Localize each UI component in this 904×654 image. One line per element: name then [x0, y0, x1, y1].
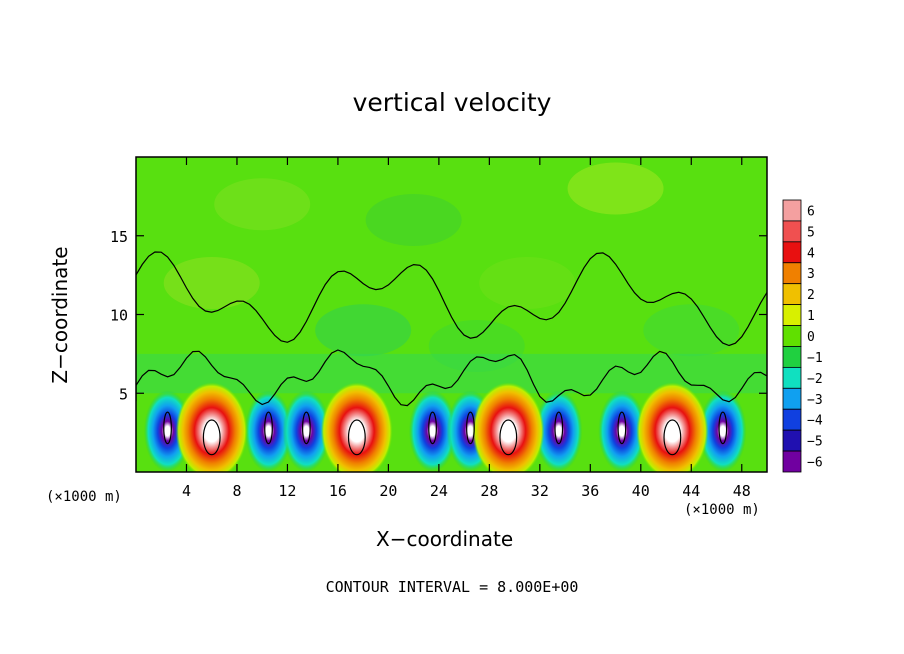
- colorbar-swatch: [782, 220, 802, 243]
- colorbar-swatch: [782, 262, 802, 285]
- updraft-core-contour: [347, 419, 366, 456]
- field-patch: [643, 304, 740, 357]
- downdraft-core-contour: [617, 411, 627, 445]
- colorbar-label: −3: [807, 393, 823, 408]
- colorbar-swatch: [782, 366, 802, 389]
- updraft-core-contour: [663, 419, 682, 456]
- velocity-field: [136, 162, 767, 472]
- contour-lines: [136, 251, 767, 456]
- colorbar-swatch: [782, 304, 802, 326]
- field-patch: [479, 257, 576, 309]
- downdraft-cell: [598, 390, 646, 472]
- y-tick-label: 15: [110, 228, 128, 246]
- x-tick-label: 28: [480, 482, 498, 500]
- downdraft-core-contour: [264, 411, 273, 445]
- x-axis-label: X−coordinate: [376, 527, 514, 551]
- colorbar-label: 6: [807, 204, 815, 219]
- downdraft-core-contour: [428, 411, 437, 445]
- contour-upper-line: [136, 251, 767, 347]
- contour-zero-line: [136, 349, 767, 407]
- downdraft-cell: [535, 390, 583, 472]
- downdraft-core-contour: [163, 411, 172, 445]
- downdraft-core-contour: [301, 411, 311, 445]
- downdraft-cell: [244, 390, 293, 472]
- contour-interval-note: CONTOUR INTERVAL = 8.000E+00: [325, 578, 579, 596]
- y-tick-label: 5: [119, 385, 128, 403]
- field-patch: [365, 194, 462, 246]
- x-tick-label: 24: [430, 482, 448, 500]
- updraft-core-contour: [202, 419, 221, 456]
- colorbar-swatch: [782, 429, 802, 452]
- downdraft-cell: [282, 390, 331, 472]
- y-axis-ticks: 5 10 15: [110, 228, 767, 403]
- colorbar-label: 1: [807, 309, 815, 324]
- colorbar-swatch: [782, 283, 802, 306]
- field-patch: [163, 257, 260, 309]
- colorbar-swatch: [782, 241, 802, 264]
- updraft-cell: [175, 382, 248, 472]
- colorbar-label: 0: [807, 330, 815, 345]
- x-tick-label: 32: [531, 482, 549, 500]
- updraft-core-contour: [499, 419, 518, 456]
- x-tick-label: 36: [581, 482, 599, 500]
- x-unit-label-left: (×1000 m): [46, 489, 122, 505]
- chart-title: vertical velocity: [352, 88, 552, 117]
- colorbar-swatch: [782, 325, 802, 347]
- downdraft-cell: [408, 390, 457, 472]
- x-tick-label: 16: [329, 482, 347, 500]
- colorbar-swatch: [782, 346, 802, 368]
- y-axis-label: Z−coordinate: [48, 246, 72, 384]
- x-tick-label: 44: [682, 482, 700, 500]
- downdraft-core-contour: [466, 411, 475, 445]
- x-tick-label: 48: [733, 482, 751, 500]
- colorbar-label: −2: [807, 372, 823, 387]
- updraft-cell: [472, 382, 545, 472]
- colorbar-label: 4: [807, 246, 815, 261]
- colorbar-label: −4: [807, 414, 823, 429]
- x-tick-label: 8: [232, 482, 241, 500]
- updraft-cell: [636, 382, 709, 472]
- x-tick-label: 40: [632, 482, 650, 500]
- colorbar-swatch: [782, 408, 802, 431]
- colorbar-label: −1: [807, 351, 823, 366]
- colorbar-label: 2: [807, 288, 815, 303]
- x-tick-label: 4: [182, 482, 191, 500]
- field-patch: [315, 304, 412, 357]
- colorbar-label: −6: [807, 456, 823, 471]
- downdraft-core-contour: [554, 411, 564, 445]
- y-tick-label: 10: [110, 307, 128, 325]
- downdraft-cell: [699, 390, 747, 472]
- colorbar: 6 5 4 3 2 1 0 −1 −2 −3 −4 −5 −6: [782, 199, 823, 473]
- downdraft-core-contour: [718, 411, 728, 445]
- colorbar-label: −5: [807, 435, 823, 450]
- x-axis-ticks: 4 8 12 16 20 24 28 32 36 40 44 48: [182, 157, 751, 500]
- x-tick-label: 12: [278, 482, 296, 500]
- x-unit-label-right: (×1000 m): [684, 502, 760, 518]
- colorbar-label: 5: [807, 225, 815, 240]
- field-patch: [567, 162, 664, 215]
- colorbar-swatch: [782, 387, 802, 410]
- x-tick-label: 20: [379, 482, 397, 500]
- colorbar-swatch: [782, 199, 802, 222]
- colorbar-swatch: [782, 450, 802, 473]
- colorbar-label: 3: [807, 267, 815, 282]
- field-patch: [214, 178, 311, 231]
- updraft-cell: [320, 382, 393, 472]
